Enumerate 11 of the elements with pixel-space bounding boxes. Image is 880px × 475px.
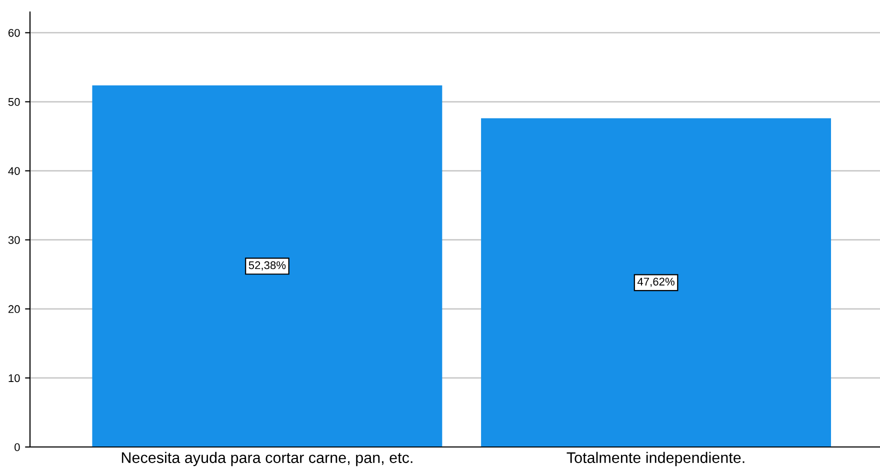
x-tick-label: Necesita ayuda para cortar carne, pan, etc. [122,452,412,466]
data-label: 47,62% [637,278,674,287]
y-tick-label: 0 [14,443,20,452]
y-tick-label: 60 [8,28,20,37]
y-tick-label: 50 [8,98,20,106]
y-tick-label: 40 [8,167,20,175]
y-tick-label: 20 [8,305,20,314]
x-tick-label: Totalmente independiente. [566,452,744,466]
y-tick-label: 30 [8,236,20,244]
data-label: 52,38% [248,261,286,270]
y-tick-label: 10 [8,374,20,382]
